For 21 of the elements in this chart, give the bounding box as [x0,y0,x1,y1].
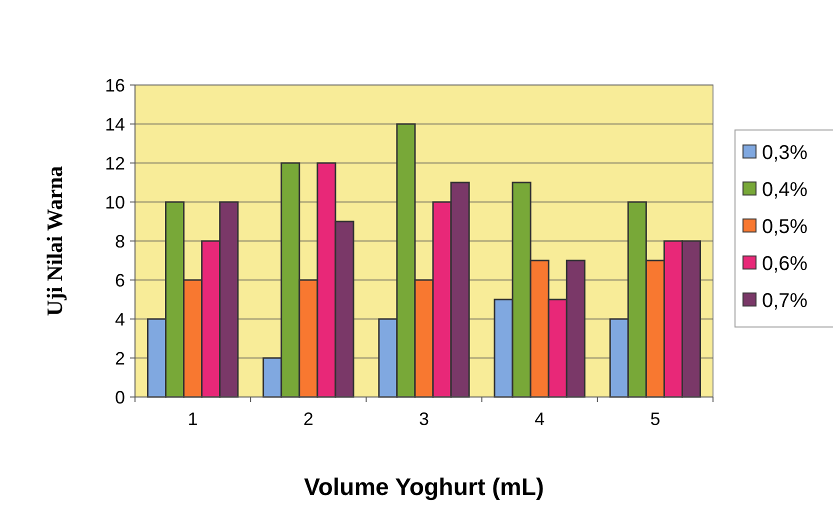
y-axis-title: Uji Nilai Warna [42,166,67,316]
x-tick-label: 5 [650,409,660,429]
y-tick-label: 4 [114,309,125,330]
y-tick-label: 10 [104,192,125,212]
y-tick-label: 8 [114,231,125,252]
legend-label: 0,4% [762,179,808,201]
x-axis-title: Volume Yoghurt (mL) [304,474,544,501]
y-tick-label: 2 [114,348,125,368]
y-tick-label: 6 [114,270,125,290]
x-tick-label: 3 [418,409,430,429]
x-tick-label: 4 [534,409,545,429]
legend-label: 0,3% [762,142,808,164]
legend-label: 0,5% [762,216,808,238]
y-tick-label: 0 [114,387,125,408]
x-tick-label: 2 [303,409,314,429]
y-tick-label: 16 [104,75,125,96]
legend-label: 0,6% [762,253,808,275]
y-tick-label: 12 [104,153,125,174]
x-tick-label: 1 [188,409,198,429]
y-tick-label: 14 [104,114,125,134]
legend-label: 0,7% [762,290,808,312]
